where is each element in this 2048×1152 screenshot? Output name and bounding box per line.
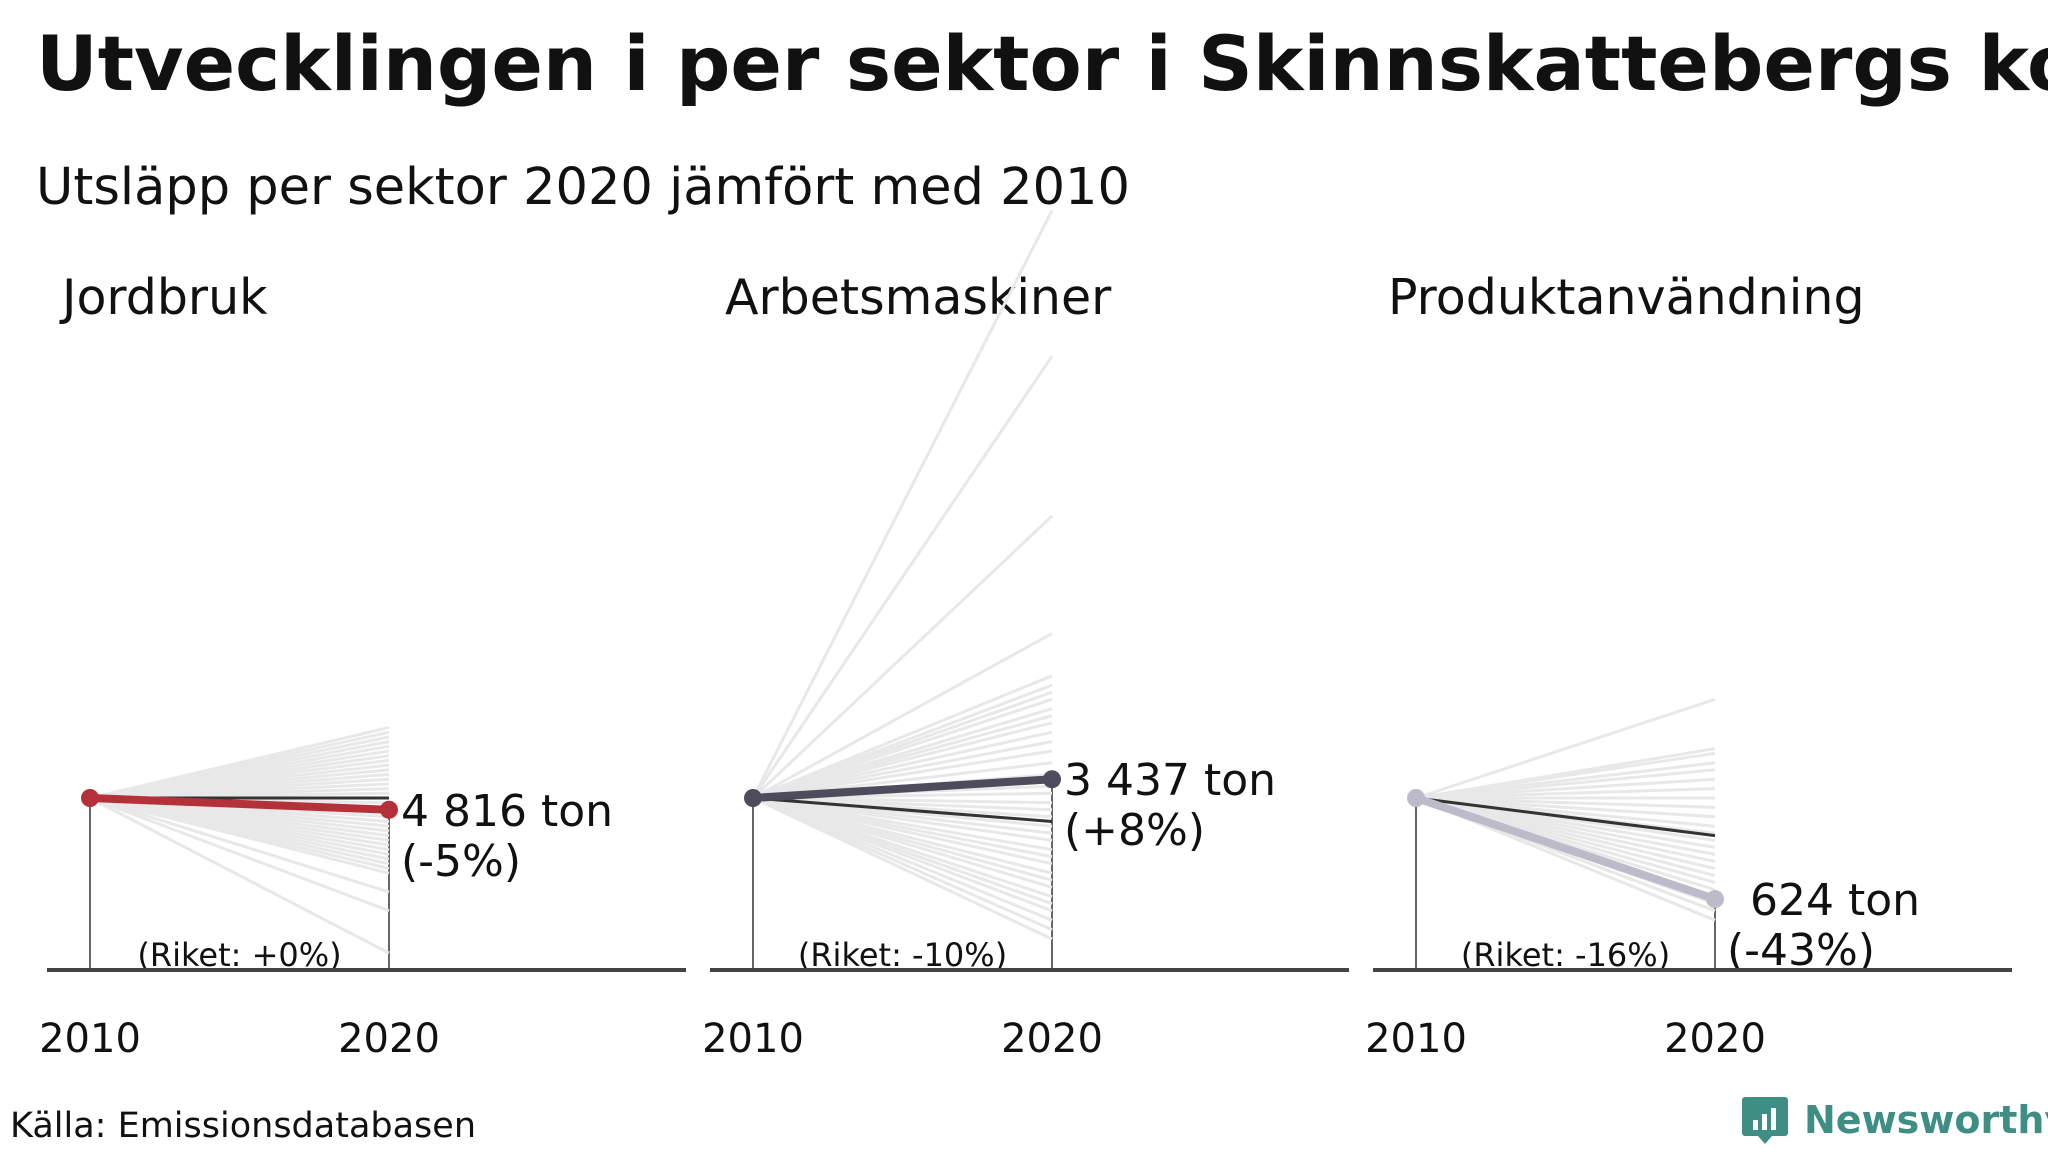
x-tick-label: 2010 [702, 1016, 804, 1062]
municipality-line [749, 775, 1056, 802]
other-municipality-line [89, 796, 390, 894]
panels-container: Jordbruk 4 816 ton(-5%) (Riket: +0%) 2010 20… [39, 209, 2012, 1062]
panel-title: Arbetsmaskiner [725, 269, 1112, 326]
other-municipality-line [89, 796, 390, 913]
municipality-line [86, 794, 393, 814]
panel-produktanv-ndning: Produktanvändning 624 ton(-43%) (Riket: -1… [1365, 269, 2012, 1062]
municipality-line [1412, 794, 1719, 904]
other-municipality-line [752, 730, 1053, 800]
other-municipality-line [1415, 697, 1716, 800]
source-note: Källa: Emissionsdatabasen [10, 1106, 476, 1146]
change-label: (-43%) [1727, 925, 1875, 976]
other-municipality-line [752, 796, 1053, 842]
national-change-label: (Riket: -10%) [798, 936, 1007, 974]
panel-arbetsmaskiner: Arbetsmaskiner 3 437 ton(+8%) (Riket: -10%… [702, 209, 1349, 1062]
change-label: (+8%) [1064, 805, 1205, 856]
other-municipality-line [1415, 796, 1716, 819]
other-municipality-line [1415, 777, 1716, 800]
value-label: 4 816 ton [401, 786, 613, 837]
other-municipality-line [752, 632, 1053, 800]
x-tick-label: 2010 [39, 1016, 141, 1062]
chart-subtitle: Utsläpp per sektor 2020 jämfört med 2010 [36, 158, 1130, 217]
panel-jordbruk: Jordbruk 4 816 ton(-5%) (Riket: +0%) 2010 20… [39, 269, 686, 1062]
other-municipality-line [89, 796, 390, 875]
other-municipality-line [751, 355, 1054, 799]
panel-title: Jordbruk [59, 269, 268, 326]
newsworthy-logo-icon [1742, 1097, 1788, 1144]
x-tick-label: 2020 [338, 1016, 440, 1062]
national-change-label: (Riket: -16%) [1461, 936, 1670, 974]
brand-name: Newsworthy [1804, 1098, 2048, 1142]
chart-title: Utvecklingen i per sektor i Skinnskatteb… [36, 19, 2048, 108]
other-municipality-line [1415, 787, 1716, 800]
other-municipality-line [1415, 751, 1716, 800]
other-municipality-line [752, 749, 1053, 800]
other-municipality-line [752, 721, 1053, 800]
municipality-point-2010 [744, 789, 762, 807]
national-line [1415, 796, 1716, 838]
other-municipality-line [1415, 768, 1716, 800]
other-municipality-line [752, 697, 1053, 800]
national-line [752, 796, 1053, 823]
other-municipality-line [751, 209, 1054, 799]
x-tick-label: 2020 [1664, 1016, 1766, 1062]
municipality-point-2010 [81, 789, 99, 807]
x-tick-label: 2010 [1365, 1016, 1467, 1062]
change-label: (-5%) [401, 836, 521, 887]
other-municipality-line [89, 796, 390, 955]
municipality-point-2010 [1407, 789, 1425, 807]
panel-title: Produktanvändning [1388, 269, 1865, 326]
municipality-point-2020 [1043, 770, 1061, 789]
value-label: 3 437 ton [1064, 755, 1276, 806]
x-tick-label: 2020 [1001, 1016, 1103, 1062]
other-municipality-line [752, 796, 1053, 941]
other-municipality-line [752, 740, 1053, 800]
municipality-point-2020 [1706, 890, 1724, 909]
municipality-point-2020 [380, 800, 398, 819]
other-municipality-line [751, 514, 1054, 800]
other-municipality-line [752, 796, 1053, 866]
value-label: 624 ton [1750, 875, 1920, 926]
other-municipality-line [1415, 796, 1716, 809]
national-change-label: (Riket: +0%) [137, 936, 341, 974]
